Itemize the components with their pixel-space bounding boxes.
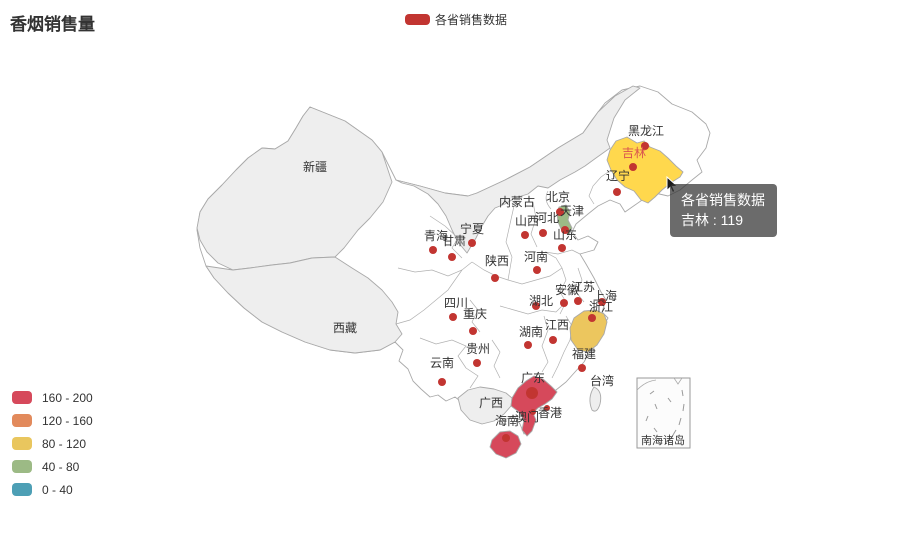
province-label-henan: 河南	[524, 249, 548, 264]
visualmap-label-2: 80 - 120	[42, 436, 87, 451]
province-label-ningxia: 宁夏	[460, 221, 484, 236]
province-label-qinghai: 青海	[424, 228, 448, 243]
capital-dots-layer	[429, 142, 649, 442]
capital-dot-henan[interactable]	[533, 266, 541, 274]
province-label-hunan: 湖南	[519, 324, 543, 339]
province-label-guizhou: 贵州	[466, 342, 490, 356]
province-label-zhejiang: 浙江	[589, 300, 613, 314]
province-label-hebei: 河北	[535, 211, 559, 225]
capital-dot-hainan[interactable]	[502, 434, 510, 442]
province-label-aomen: 澳门	[515, 409, 539, 424]
visualmap-legend: 160 - 200 120 - 160 80 - 120 40 - 80 0 - 40	[12, 391, 93, 506]
province-label-neimenggu: 内蒙古	[499, 194, 535, 209]
capital-dot-jiangxi[interactable]	[549, 336, 557, 344]
map-region-xinjiang[interactable]	[196, 106, 393, 271]
capital-dot-beijing[interactable]	[556, 208, 564, 216]
province-label-heilongjiang: 黑龙江	[628, 124, 664, 138]
capital-dot-heilongjiang[interactable]	[641, 142, 649, 150]
province-label-xizang: 西藏	[333, 321, 357, 335]
province-label-chongqing: 重庆	[463, 307, 487, 321]
map-region-hainan[interactable]	[489, 430, 522, 459]
capital-dot-xianggang[interactable]	[544, 405, 550, 411]
series-legend-label: 各省销售数据	[435, 13, 508, 27]
capital-dot-shaanxi[interactable]	[491, 274, 499, 282]
capital-dot-ningxia[interactable]	[468, 239, 476, 247]
visualmap-swatch-0	[12, 391, 32, 404]
visualmap-item-0[interactable]: 160 - 200	[12, 390, 93, 405]
capital-dot-liaoning[interactable]	[613, 188, 621, 196]
visualmap-swatch-4	[12, 483, 32, 496]
page-title: 香烟销售量	[10, 15, 95, 34]
capital-dot-jiangsu[interactable]	[574, 297, 582, 305]
capital-dot-gansu[interactable]	[448, 253, 456, 261]
inset-box	[636, 377, 691, 449]
visualmap-label-0: 160 - 200	[42, 390, 93, 405]
province-label-jiangxi: 江西	[545, 318, 569, 332]
capital-dot-yunnan[interactable]	[438, 378, 446, 386]
visualmap-label-1: 120 - 160	[42, 413, 93, 428]
visualmap-item-3[interactable]: 40 - 80	[12, 459, 93, 474]
capital-dot-guizhou[interactable]	[473, 359, 481, 367]
capital-dot-sichuan[interactable]	[449, 313, 457, 321]
capital-dot-anhui[interactable]	[560, 299, 568, 307]
inset-label: 南海诸岛	[641, 433, 685, 447]
province-label-guangdong: 广东	[521, 371, 545, 385]
province-label-xinjiang: 新疆	[303, 159, 327, 174]
province-label-yunnan: 云南	[430, 355, 454, 370]
south-china-sea-inset: 南海诸岛	[636, 377, 691, 449]
map-region-taiwan[interactable]	[589, 386, 602, 412]
province-label-jiangsu: 江苏	[571, 280, 595, 294]
province-label-shanxi: 山西	[515, 214, 539, 228]
capital-dot-hebei[interactable]	[539, 229, 547, 237]
province-label-shandong: 山东	[553, 228, 577, 242]
province-label-fujian: 福建	[572, 346, 596, 361]
capital-dot-hubei[interactable]	[532, 302, 540, 310]
map-region-guangdong[interactable]	[510, 375, 558, 437]
capital-dot-tianjin[interactable]	[561, 226, 569, 234]
visualmap-swatch-2	[12, 437, 32, 450]
province-label-shaanxi: 陕西	[485, 253, 509, 268]
province-label-gansu: 甘肃	[442, 234, 466, 248]
map-region-jilin[interactable]	[606, 136, 684, 204]
visualmap-swatch-1	[12, 414, 32, 427]
province-label-shanghai: 上海	[593, 288, 617, 303]
capital-dot-shanxi[interactable]	[521, 231, 529, 239]
capital-dot-fujian[interactable]	[578, 364, 586, 372]
capital-dot-jilin[interactable]	[629, 163, 637, 171]
capital-dot-guangdong[interactable]	[526, 387, 538, 399]
visualmap-label-4: 0 - 40	[42, 482, 73, 497]
capital-dot-qinghai[interactable]	[429, 246, 437, 254]
capital-dot-shanghai[interactable]	[598, 298, 606, 306]
visualmap-label-3: 40 - 80	[42, 459, 80, 474]
province-label-liaoning: 辽宁	[606, 168, 630, 183]
capital-dot-chongqing[interactable]	[469, 327, 477, 335]
province-label-taiwan: 台湾	[590, 373, 614, 388]
province-label-jilin: 吉林	[622, 146, 646, 160]
visualmap-item-1[interactable]: 120 - 160	[12, 413, 93, 428]
visualmap-item-4[interactable]: 0 - 40	[12, 482, 93, 497]
capital-dot-hunan[interactable]	[524, 341, 532, 349]
visualmap-swatch-3	[12, 460, 32, 473]
province-label-tianjin: 天津	[560, 204, 584, 218]
province-label-beijing: 北京	[546, 190, 570, 204]
series-legend-swatch	[405, 14, 430, 25]
map-region-xizang[interactable]	[205, 256, 403, 354]
province-label-guangxi: 广西	[479, 396, 503, 410]
visualmap-item-2[interactable]: 80 - 120	[12, 436, 93, 451]
province-label-hubei: 湖北	[529, 293, 553, 308]
capital-dot-zhejiang[interactable]	[588, 314, 596, 322]
map-region-zhejiang[interactable]	[569, 309, 608, 353]
province-label-sichuan: 四川	[444, 296, 468, 310]
province-label-xianggang: 香港	[538, 406, 562, 420]
province-label-anhui: 安徽	[555, 282, 579, 297]
capital-dot-aomen[interactable]	[530, 409, 536, 415]
series-legend-item[interactable]: 各省销售数据	[405, 11, 507, 28]
province-label-hainan: 海南	[495, 413, 519, 428]
map-region-neimenggu[interactable]	[395, 85, 641, 254]
capital-dot-shandong[interactable]	[558, 244, 566, 252]
